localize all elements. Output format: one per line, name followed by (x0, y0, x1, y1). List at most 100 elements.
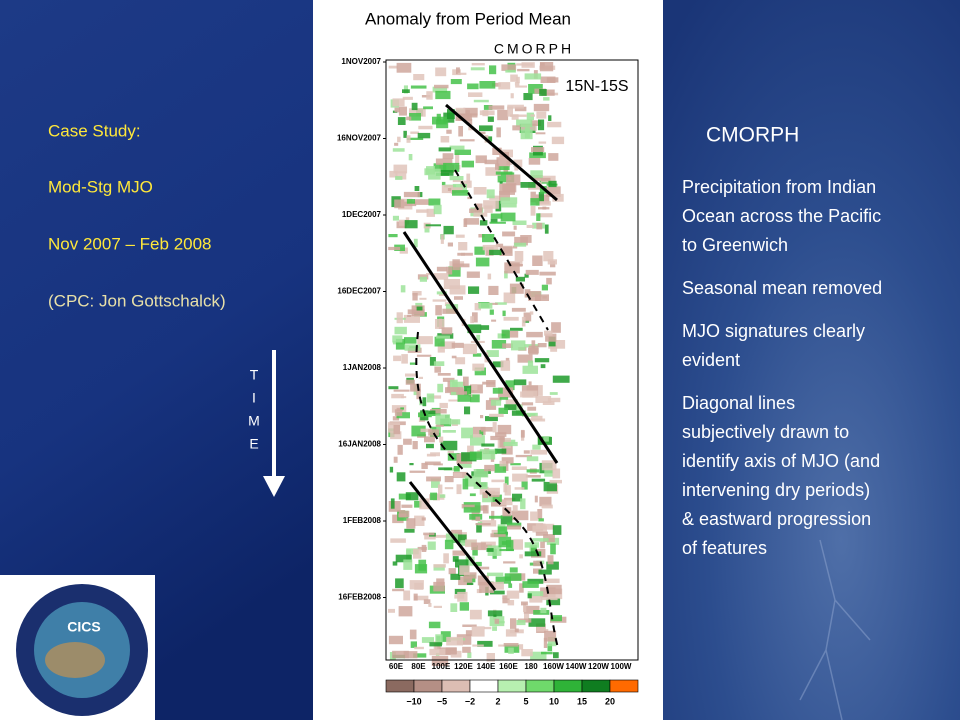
y-label: 16NOV2007 (337, 134, 382, 143)
field-patch (500, 197, 518, 204)
field-patch (450, 573, 461, 580)
x-label: 120E (454, 662, 473, 671)
field-patch (469, 609, 482, 620)
field-patch (424, 461, 441, 466)
field-patch (535, 396, 552, 403)
field-patch (458, 242, 468, 251)
field-patch (433, 273, 449, 280)
field-patch (510, 74, 518, 82)
field-patch (489, 309, 494, 315)
field-patch (455, 113, 472, 121)
field-patch (539, 496, 552, 507)
field-patch (468, 126, 474, 131)
field-patch (504, 404, 517, 411)
field-patch (499, 184, 515, 195)
field-patch (394, 409, 403, 416)
field-patch (523, 450, 530, 454)
field-patch (491, 82, 501, 87)
field-patch (475, 257, 490, 267)
field-patch (514, 106, 527, 112)
x-label: 140W (566, 662, 587, 671)
field-patch (405, 379, 415, 385)
field-patch (548, 340, 566, 349)
field-patch (459, 139, 475, 142)
field-patch (528, 347, 539, 354)
field-patch (443, 162, 460, 172)
field-patch (541, 89, 555, 96)
field-patch (393, 425, 401, 435)
field-patch (489, 221, 506, 224)
field-patch (417, 336, 433, 345)
field-patch (492, 387, 503, 394)
field-patch (449, 187, 463, 193)
field-patch (446, 266, 453, 275)
field-patch (519, 583, 524, 593)
field-patch (502, 310, 506, 317)
time-letter: M (248, 413, 260, 429)
field-patch (513, 225, 517, 230)
field-patch (457, 462, 472, 468)
field-patch (495, 576, 511, 584)
field-patch (498, 644, 504, 647)
field-patch (539, 89, 547, 96)
field-patch (515, 85, 527, 88)
x-label: 120W (588, 662, 609, 671)
field-patch (543, 578, 560, 584)
field-patch (531, 415, 543, 420)
field-patch (524, 542, 539, 548)
field-patch (444, 539, 454, 550)
axis-line (445, 103, 558, 202)
field-patch (495, 621, 505, 624)
field-patch (458, 576, 473, 586)
field-patch (489, 397, 502, 402)
field-patch (403, 314, 420, 323)
field-patch (484, 205, 493, 213)
field-patch (503, 643, 519, 647)
field-patch (495, 243, 504, 247)
colorbar-cell (525, 679, 555, 693)
field-patch (400, 285, 406, 293)
field-patch (497, 499, 513, 506)
field-patch (441, 185, 454, 194)
field-patch (447, 453, 460, 461)
bullet-text: Ocean across the Pacific (682, 206, 881, 226)
bullet-text: Seasonal mean removed (682, 278, 882, 298)
field-patch (395, 171, 407, 180)
field-patch (393, 164, 408, 174)
field-patch (485, 416, 498, 422)
field-patch (538, 213, 553, 218)
field-patch (409, 629, 417, 640)
field-patch (492, 422, 497, 433)
mjo-lines (402, 103, 559, 649)
field-patch (482, 110, 489, 117)
bullet-text: MJO signatures clearly (682, 321, 865, 341)
field-patch (440, 631, 451, 642)
field-patch (438, 147, 452, 152)
colorbar-label: 5 (523, 696, 528, 706)
field-patch (486, 189, 495, 199)
field-patch (430, 409, 447, 414)
field-patch (497, 526, 508, 535)
field-patch (452, 534, 467, 543)
dataset-label: CMORPH (494, 41, 574, 57)
field-patch (514, 251, 524, 262)
field-patch (395, 554, 412, 563)
y-label: 16JAN2008 (338, 440, 381, 449)
field-patch (413, 548, 422, 559)
field-patch (475, 155, 487, 164)
field-patch (499, 190, 510, 201)
field-patch (477, 131, 486, 135)
field-patch (497, 109, 509, 121)
bullet-text: & eastward progression (682, 509, 871, 529)
field-patch (514, 81, 520, 86)
colorbar-cell (553, 679, 583, 693)
bullet-text: Precipitation from Indian (682, 177, 876, 197)
field-patch (510, 114, 527, 117)
field-patch (416, 389, 421, 400)
field-patch (392, 215, 399, 221)
field-patch (437, 383, 444, 393)
field-patch (519, 554, 523, 559)
field-patch (395, 176, 403, 180)
field-patch (390, 498, 395, 509)
field-patch (541, 460, 557, 471)
